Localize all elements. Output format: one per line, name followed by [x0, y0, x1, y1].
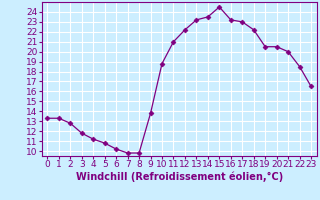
- X-axis label: Windchill (Refroidissement éolien,°C): Windchill (Refroidissement éolien,°C): [76, 172, 283, 182]
